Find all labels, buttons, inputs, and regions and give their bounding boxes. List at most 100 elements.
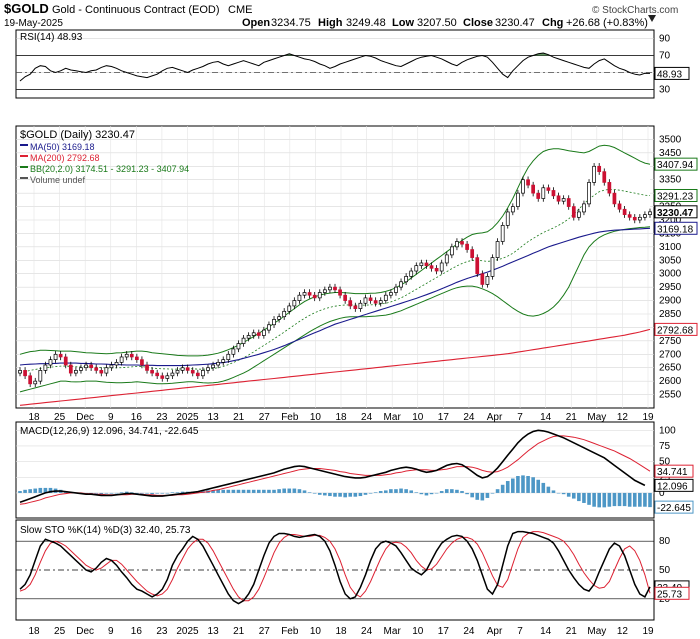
candle-body	[587, 182, 591, 205]
price-last-box	[654, 157, 698, 171]
price-tick-label: 3000	[659, 269, 682, 280]
x-tick-label: 27	[259, 412, 271, 423]
macd-hist-bar	[414, 492, 419, 493]
macd-hist-bar	[114, 492, 119, 494]
candle-body	[175, 370, 180, 374]
candle-body	[124, 353, 129, 358]
candle-body	[180, 367, 185, 371]
price-tick-label: 3350	[659, 175, 682, 186]
open-value: 3234.75	[271, 17, 311, 29]
price-tick-label: 3100	[659, 242, 682, 253]
candle-body	[256, 332, 261, 336]
price-tick-label: 2550	[659, 390, 682, 401]
exchange-text: CME	[228, 4, 252, 16]
x-tick-label: 9	[108, 412, 114, 423]
candle-body	[353, 305, 358, 309]
macd-hist-bar	[470, 492, 474, 498]
macd-hist-bar	[94, 492, 99, 494]
candle-body	[363, 297, 368, 304]
rsi-layer: RSI(14) 48.93	[16, 32, 654, 90]
macd-hist-bar	[480, 492, 485, 501]
macd-hist-bar	[175, 492, 180, 493]
macd-hist-bar	[475, 492, 480, 500]
candle-body	[602, 171, 607, 183]
macd-hist-bar	[358, 492, 363, 497]
candle-body	[546, 187, 551, 191]
candle-body	[23, 370, 27, 377]
sto-tick-label: 50	[659, 565, 671, 576]
candle-body	[510, 206, 515, 213]
x-tick-label-bottom: 18	[335, 626, 347, 637]
macd-hist-bar	[323, 492, 327, 496]
x-tick-label: 24	[361, 412, 373, 423]
macd-hist-bar	[251, 489, 256, 493]
watermark: © StockCharts.com	[592, 5, 678, 16]
legend-swatch	[20, 166, 28, 168]
price-last-label: 3169.18	[657, 224, 694, 235]
candle-body	[145, 364, 149, 371]
candle-body	[622, 208, 627, 215]
price-tick-label: 2600	[659, 376, 682, 387]
x-tick-label-bottom: 17	[438, 626, 450, 637]
price-title: $GOLD (Daily) 3230.47	[20, 129, 135, 141]
price-legend-item: BB(20,2.0) 3174.51 - 3291.23 - 3407.94	[30, 164, 189, 174]
bb-middle-line	[19, 188, 651, 374]
macd-hist-bar	[129, 492, 134, 493]
chg-value: +26.68 (+0.83%)	[566, 17, 648, 29]
macd-hist-bar	[145, 492, 149, 494]
x-tick-label: Mar	[384, 412, 402, 423]
candle-body	[404, 276, 408, 283]
candle-body	[155, 372, 160, 377]
candle-body	[577, 211, 581, 218]
macd-hist-bar	[155, 492, 159, 494]
x-tick-label: 18	[335, 412, 347, 423]
candle-body	[409, 270, 414, 277]
macd-last-label: 12.096	[657, 481, 688, 492]
rsi-last-box	[654, 66, 690, 80]
candle-body	[465, 243, 469, 250]
candle-body	[460, 241, 464, 245]
candle-body	[211, 364, 215, 369]
candle-body	[582, 203, 586, 213]
macd-hist-bar	[561, 492, 566, 495]
candle-body	[561, 198, 566, 202]
candle-body	[597, 165, 602, 173]
macd-hist-bar	[617, 492, 622, 507]
chevron-down-icon[interactable]	[648, 15, 656, 22]
rsi-line	[19, 52, 651, 82]
price-last-box	[654, 322, 698, 336]
macd-layer: MACD(12,26,9) 12.096, 34.741, -22.645	[18, 426, 652, 508]
symbol-title: $GOLD	[4, 1, 49, 16]
candle-body	[348, 300, 353, 307]
macd-hist-bar	[292, 488, 297, 493]
macd-hist-bar	[409, 490, 414, 493]
macd-line	[19, 429, 646, 504]
candle-body	[485, 276, 490, 285]
macd-hist-bar	[627, 492, 632, 507]
candle-body	[267, 324, 271, 331]
macd-hist-bar	[343, 492, 347, 498]
macd-hist-bar	[165, 492, 170, 494]
macd-hist-bar	[353, 492, 358, 497]
macd-hist-bar	[526, 476, 530, 493]
macd-hist-bar	[231, 489, 236, 493]
price-tick-label: 2850	[659, 309, 682, 320]
macd-hist-bar	[607, 492, 612, 507]
ohlc-readout: Open 3234.75 High 3249.48 Low 3207.50 Cl…	[242, 17, 648, 29]
macd-last-label: 34.741	[657, 467, 688, 478]
macd-hist-bar	[211, 490, 215, 493]
date-text: 19-May-2025	[4, 18, 63, 29]
x-tick-label: 17	[438, 412, 450, 423]
candle-body	[317, 292, 322, 299]
macd-hist-bar	[23, 489, 27, 493]
macd-hist-bar	[500, 484, 505, 493]
x-tick-label: Feb	[281, 412, 299, 423]
candle-body	[292, 300, 297, 307]
rsi-tick-label: 70	[659, 51, 671, 62]
price-tick-label: 3200	[659, 215, 682, 226]
candle-body	[455, 241, 459, 248]
candle-body	[368, 297, 373, 301]
macd-tick-label: 75	[659, 441, 671, 452]
macd-hist-bar	[282, 488, 286, 493]
macd-hist-bar	[277, 489, 281, 493]
